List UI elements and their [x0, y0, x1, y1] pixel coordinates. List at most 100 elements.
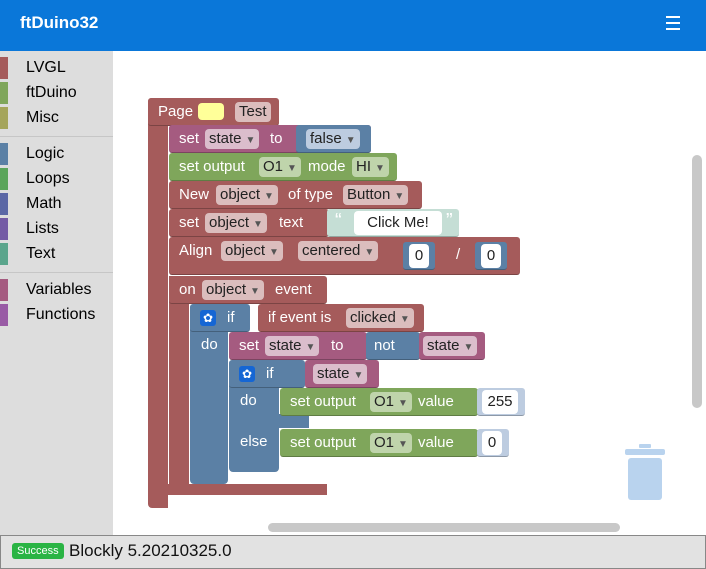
type-dropdown[interactable]: Button ▼	[343, 185, 409, 205]
value-label: value	[418, 434, 454, 451]
variable-dropdown[interactable]: state ▼	[423, 336, 478, 356]
set-label: set	[239, 337, 260, 354]
text-label: text	[279, 214, 304, 231]
hamburger-menu-icon[interactable]	[666, 16, 680, 30]
event-label: event	[275, 281, 312, 298]
number-value-field[interactable]: 0	[482, 431, 502, 455]
logic-boolean-block[interactable]: false ▼	[296, 125, 371, 153]
page-color-swatch[interactable]	[198, 103, 224, 120]
position-value: centered	[302, 242, 361, 259]
event-condition-label: if event is	[268, 309, 332, 326]
toolbox-category-ftduino[interactable]: ftDuino	[0, 82, 113, 104]
if-block-frame[interactable]	[190, 304, 228, 484]
position-dropdown[interactable]: centered ▼	[298, 241, 379, 261]
category-label: Variables	[26, 281, 92, 298]
page-block-frame[interactable]	[148, 98, 168, 508]
vertical-scrollbar[interactable]	[692, 155, 702, 408]
new-object-block[interactable]: New object ▼ of type Button ▼	[169, 181, 422, 209]
set-state-not-block[interactable]: set state ▼ to	[229, 332, 367, 360]
x-value-field[interactable]: 0	[409, 244, 429, 268]
toolbox-category-loops[interactable]: Loops	[0, 168, 113, 190]
horizontal-scrollbar[interactable]	[268, 523, 620, 532]
on-label: on	[179, 281, 196, 298]
trash-can-icon[interactable]	[623, 444, 667, 502]
variable-dropdown[interactable]: object ▼	[216, 185, 278, 205]
boolean-value: false	[310, 130, 342, 147]
toolbox-category-misc[interactable]: Misc	[0, 107, 113, 129]
page-label: Page	[158, 103, 194, 120]
blockly-workspace[interactable]: Page Test set state ▼ to false ▼ set outpu…	[113, 51, 706, 535]
gear-icon[interactable]: ✿	[239, 366, 255, 382]
variable-get-block[interactable]: state ▼	[305, 360, 379, 388]
set-text-block[interactable]: set object ▼ text	[169, 209, 329, 237]
toolbox-category-logic[interactable]: Logic	[0, 143, 113, 165]
align-block[interactable]: Align object ▼ centered ▼ 0 / 0	[169, 237, 520, 275]
set-output-value-block[interactable]: set output O1 ▼ value	[280, 429, 478, 457]
mode-value: HI	[356, 158, 371, 175]
variable-dropdown[interactable]: object ▼	[205, 213, 267, 233]
category-label: LVGL	[26, 59, 66, 76]
page-block-bottom[interactable]	[148, 484, 327, 495]
toolbox-category-functions[interactable]: Functions	[0, 304, 113, 326]
variable-name: object	[220, 186, 261, 203]
toolbox-category-math[interactable]: Math	[0, 193, 113, 215]
open-quote: “	[335, 210, 342, 232]
port-dropdown[interactable]: O1 ▼	[370, 433, 412, 453]
y-value-field[interactable]: 0	[481, 244, 501, 268]
if-else-divider	[229, 414, 309, 428]
set-output-label: set output	[290, 393, 356, 410]
text-string-block[interactable]: “ Click Me! ”	[327, 209, 459, 237]
y-number-block[interactable]: 0	[475, 242, 507, 270]
x-number-block[interactable]: 0	[403, 242, 435, 270]
category-color-swatch	[0, 143, 8, 165]
variable-dropdown[interactable]: state ▼	[313, 364, 368, 384]
variable-name: state	[427, 337, 460, 354]
category-label: Math	[26, 195, 62, 212]
close-quote: ”	[446, 210, 453, 232]
mode-label: mode	[308, 158, 346, 175]
variable-dropdown[interactable]: object ▼	[202, 280, 264, 300]
category-color-swatch	[0, 279, 8, 301]
toolbox-category-variables[interactable]: Variables	[0, 279, 113, 301]
variable-dropdown[interactable]: state ▼	[205, 129, 260, 149]
if-else-block[interactable]: ✿ if	[229, 360, 305, 388]
number-value-field[interactable]: 255	[482, 390, 518, 414]
toolbox-separator	[0, 272, 113, 273]
number-block[interactable]: 0	[477, 429, 509, 457]
page-block[interactable]: Page Test	[148, 98, 279, 126]
category-color-swatch	[0, 218, 8, 240]
event-block-frame[interactable]	[169, 276, 189, 495]
variable-get-block[interactable]: state ▼	[419, 332, 485, 360]
status-bar: Success Blockly 5.20210325.0	[0, 535, 706, 569]
logic-not-block[interactable]: not	[366, 332, 420, 360]
port-value: O1	[374, 434, 395, 451]
set-state-block[interactable]: set state ▼ to false ▼	[169, 125, 371, 153]
mode-dropdown[interactable]: HI ▼	[352, 157, 389, 177]
toolbox-category-lvgl[interactable]: LVGL	[0, 57, 113, 79]
if-block[interactable]: ✿ if	[190, 304, 250, 332]
number-block[interactable]: 255	[477, 388, 525, 416]
category-color-swatch	[0, 82, 8, 104]
set-output-value-block[interactable]: set output O1 ▼ value	[280, 388, 478, 416]
port-dropdown[interactable]: O1 ▼	[370, 392, 412, 412]
port-dropdown[interactable]: O1 ▼	[259, 157, 301, 177]
toolbox-category-lists[interactable]: Lists	[0, 218, 113, 240]
event-condition-block[interactable]: if event is clicked ▼	[258, 304, 424, 332]
new-label: New	[179, 186, 210, 203]
category-label: Misc	[26, 109, 59, 126]
app-title: ftDuino32	[20, 13, 99, 32]
page-name-field[interactable]: Test	[235, 102, 271, 122]
set-label: set	[179, 214, 200, 231]
gear-icon[interactable]: ✿	[200, 310, 216, 326]
to-label: to	[270, 130, 283, 147]
text-value-field[interactable]: Click Me!	[354, 211, 442, 235]
variable-dropdown[interactable]: state ▼	[265, 336, 320, 356]
set-output-mode-block[interactable]: set output O1 ▼ mode HI ▼	[169, 153, 397, 181]
event-type-dropdown[interactable]: clicked ▼	[346, 308, 414, 328]
event-type-value: clicked	[350, 309, 396, 326]
toolbox-category-text[interactable]: Text	[0, 243, 113, 265]
variable-dropdown[interactable]: object ▼	[221, 241, 283, 261]
on-event-block[interactable]: on object ▼ event	[169, 276, 327, 304]
slash-label: /	[456, 246, 461, 263]
boolean-dropdown[interactable]: false ▼	[306, 129, 360, 149]
